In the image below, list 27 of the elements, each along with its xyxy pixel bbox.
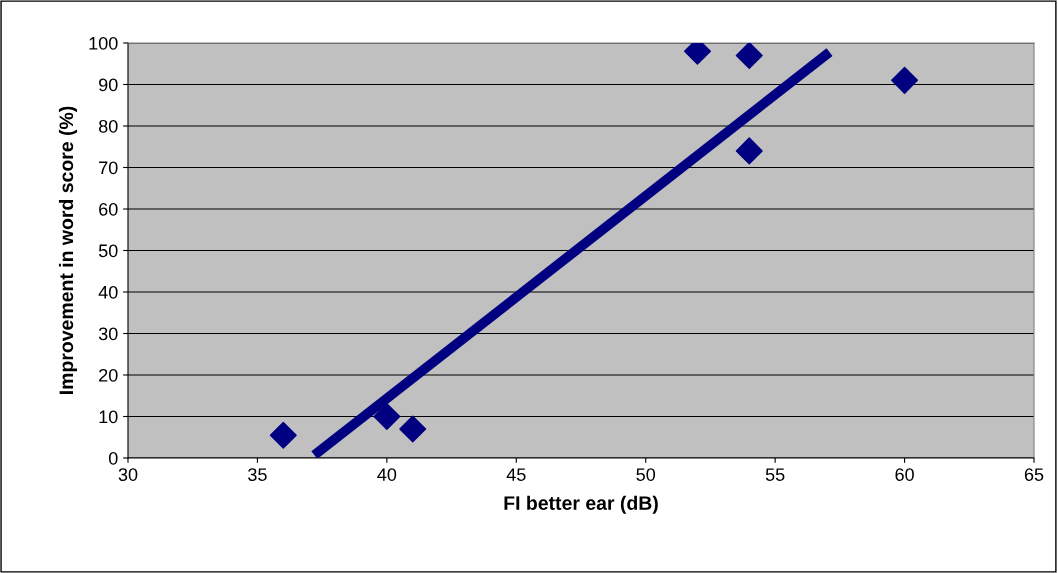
point: [373, 403, 401, 430]
x-tick-label: 55: [765, 468, 785, 481]
point: [735, 43, 763, 69]
x-tick-label: 35: [248, 468, 267, 481]
x-tick-label: 65: [1024, 468, 1044, 481]
y-tick-label: 90: [99, 78, 118, 92]
point: [269, 421, 297, 449]
y-tick-label: 60: [99, 202, 118, 216]
x-tick-label: 50: [636, 468, 656, 481]
x-tick-label: 30: [118, 468, 138, 481]
x-axis-title: FI better ear (dB): [504, 495, 658, 514]
y-axis-title: Improvement in word score (%): [58, 106, 78, 394]
x-tick-label: 60: [895, 468, 914, 481]
point: [399, 415, 427, 443]
y-tick-label: 50: [98, 244, 118, 258]
x-tick-label: 45: [506, 468, 526, 481]
y-tick-label: 20: [99, 368, 118, 382]
point: [735, 137, 763, 165]
y-tick-label: 100: [89, 36, 118, 50]
point: [891, 66, 919, 94]
y-tick-label: 10: [99, 410, 118, 424]
y-tick-label: 80: [98, 119, 118, 133]
x-tick-label: 40: [377, 468, 397, 481]
y-tick-label: 0: [108, 451, 118, 465]
y-tick-label: 70: [99, 161, 118, 175]
y-tick-label: 30: [98, 327, 118, 341]
y-tick-label: 40: [98, 285, 118, 299]
